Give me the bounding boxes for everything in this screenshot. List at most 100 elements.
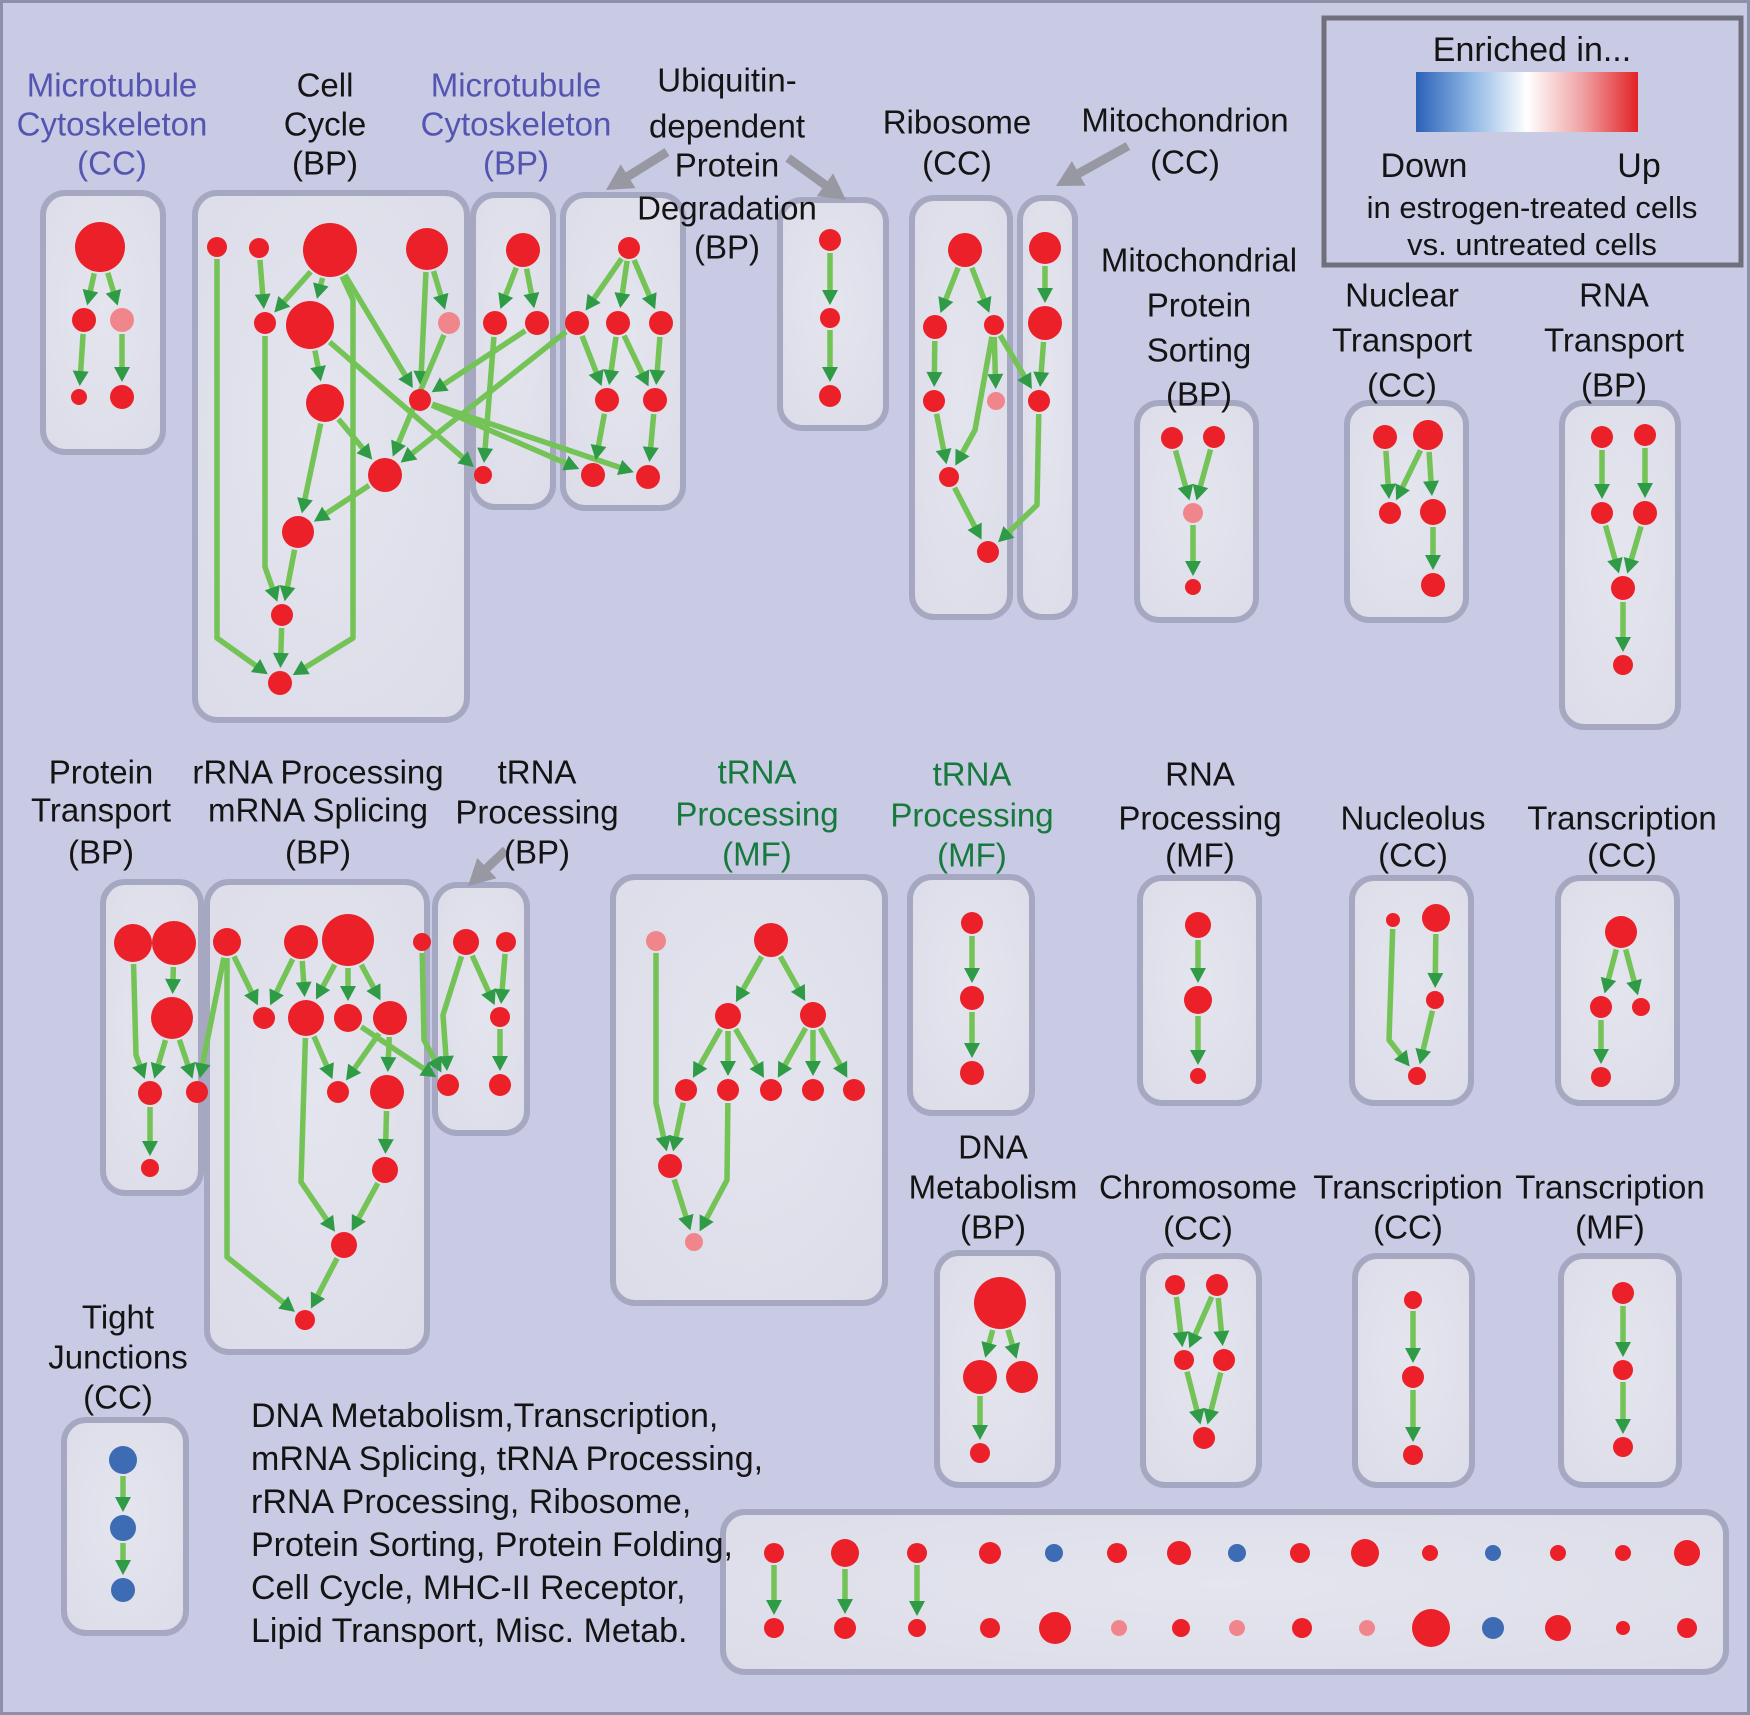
- edge-line: [653, 953, 667, 1140]
- edge-arrowhead-icon: [165, 978, 182, 995]
- edge-arrowhead-icon: [766, 1600, 782, 1615]
- edge-arrowhead-icon: [1626, 978, 1642, 996]
- gene-set-node-red: [1615, 1545, 1631, 1561]
- edge-arrowhead-icon: [1033, 371, 1050, 388]
- edge-arrowhead-icon: [699, 1214, 714, 1232]
- edge-line: [482, 336, 497, 451]
- edge-line: [130, 963, 143, 1068]
- gene-set-node-red: [327, 1081, 349, 1103]
- nucleolus-label: Nucleolus: [1341, 800, 1486, 837]
- gene-set-node-red: [1412, 1609, 1450, 1647]
- gene-set-node-red: [331, 1232, 357, 1258]
- gene-set-node-red: [565, 311, 589, 335]
- gene-set-node-red: [1591, 1067, 1611, 1087]
- edge-line: [1172, 449, 1189, 489]
- edge-arrowhead-icon: [1189, 1407, 1205, 1425]
- edge-line: [1005, 1329, 1016, 1348]
- gene-set-node-red: [960, 986, 984, 1010]
- gene-set-node-red: [1422, 1545, 1438, 1561]
- nuclear-transport-label: Nuclear: [1345, 277, 1459, 314]
- edge-line: [817, 1026, 844, 1068]
- gene-set-node-red: [1674, 1540, 1700, 1566]
- gene-set-node-red: [1591, 426, 1613, 448]
- edge-arrowhead-icon: [642, 446, 659, 463]
- edge-line: [1622, 948, 1638, 984]
- ubiquitin-label: Degradation: [637, 190, 817, 227]
- edge-arrowhead-icon: [115, 1560, 131, 1575]
- ribosome-label: (CC): [922, 145, 992, 182]
- edge-arrowhead-icon: [1394, 1049, 1410, 1067]
- trna-mf-1-label: Processing: [675, 796, 838, 833]
- gene-set-node-red: [110, 385, 134, 409]
- gene-set-node-red: [506, 233, 540, 267]
- gene-set-node-red: [923, 390, 945, 412]
- misc-clusters-text: DNA Metabolism,Transcription,: [251, 1397, 718, 1435]
- cell-cycle-label: Cycle: [284, 106, 367, 143]
- edge-arrowhead-icon: [269, 988, 284, 1006]
- edge-arrowhead-icon: [274, 296, 291, 313]
- dna-metabolism-label: DNA: [958, 1129, 1028, 1166]
- mito-sorting-label: (BP): [1166, 376, 1232, 413]
- microtubule-cc-label: Cytoskeleton: [17, 106, 208, 143]
- edge-line: [1208, 1371, 1224, 1413]
- edge-arrowhead-icon: [1203, 1407, 1219, 1425]
- gene-set-node-red: [1421, 573, 1445, 597]
- edge-arrowhead-icon: [1405, 1427, 1421, 1442]
- legend-subtitle-line1: in estrogen-treated cells: [1367, 190, 1698, 225]
- gene-set-node-red: [370, 1075, 404, 1109]
- cluster-box-microtubule-cc: [40, 190, 166, 455]
- gene-set-node-red: [152, 921, 196, 965]
- legend-up-label: Up: [1617, 147, 1660, 185]
- trna-mf-2-label: (MF): [937, 837, 1007, 874]
- edge-line: [985, 1329, 996, 1346]
- tight-junctions-label: Junctions: [48, 1339, 187, 1376]
- edge-line: [280, 269, 313, 305]
- nuclear-transport-label: (CC): [1367, 367, 1437, 404]
- edge-arrowhead-icon: [391, 439, 406, 457]
- rna-transport-label: Transport: [1544, 322, 1684, 359]
- edge-arrowhead-icon: [692, 1060, 708, 1078]
- mitochondrion-arrow-icon: [1071, 142, 1131, 181]
- edge-line: [327, 339, 466, 461]
- gene-set-node-pink: [987, 392, 1005, 410]
- edge-arrowhead-icon: [720, 1061, 736, 1076]
- gene-set-node-red: [1550, 1545, 1566, 1561]
- edge-arrowhead-icon: [1192, 483, 1209, 501]
- gene-set-node-red: [496, 932, 516, 952]
- edge-arrowhead-icon: [477, 447, 494, 464]
- edge-arrowhead-icon: [1405, 1348, 1421, 1363]
- edge-arrowhead-icon: [142, 1141, 158, 1156]
- gene-set-node-red: [75, 222, 125, 272]
- gene-set-node-red: [1185, 912, 1211, 938]
- cluster-box-dna-metabolism: [934, 1250, 1061, 1488]
- gene-set-node-red: [820, 308, 840, 328]
- trna-bp-label: (BP): [504, 834, 570, 871]
- gene-set-node-red: [960, 1061, 984, 1085]
- edge-line: [1602, 524, 1619, 562]
- protein-transport-label: Protein: [49, 754, 154, 791]
- edge-arrowhead-icon: [987, 373, 1004, 390]
- edge-arrowhead-icon: [590, 444, 607, 461]
- edge-arrowhead-icon: [585, 293, 601, 311]
- edge-arrowhead-icon: [926, 371, 943, 388]
- gene-set-node-red: [1206, 1274, 1228, 1296]
- transcription-cc-mid-label: Transcription: [1527, 800, 1717, 837]
- gene-set-node-red: [253, 1007, 275, 1029]
- gene-set-node-pink: [1111, 1620, 1127, 1636]
- edge-line: [314, 1257, 340, 1299]
- gene-set-node-red: [114, 924, 152, 962]
- edge-arrowhead-icon: [668, 1134, 685, 1152]
- edge-arrowhead-icon: [380, 1056, 397, 1073]
- protein-transport-label: (BP): [68, 834, 134, 871]
- gene-set-node-red: [1373, 425, 1397, 449]
- legend-title: Enriched in...: [1433, 31, 1631, 69]
- rna-processing-mf-label: (MF): [1165, 837, 1235, 874]
- gene-set-node-red: [1379, 502, 1401, 524]
- edge-arrowhead-icon: [1425, 555, 1441, 570]
- cluster-box-nucleolus-cc: [1349, 875, 1474, 1106]
- gene-set-node-red: [802, 1079, 824, 1101]
- gene-set-node-red: [1028, 306, 1062, 340]
- edge-line: [262, 336, 276, 591]
- ubiquitin-arrow-right-head-icon: [816, 173, 846, 200]
- edge-line: [214, 259, 259, 669]
